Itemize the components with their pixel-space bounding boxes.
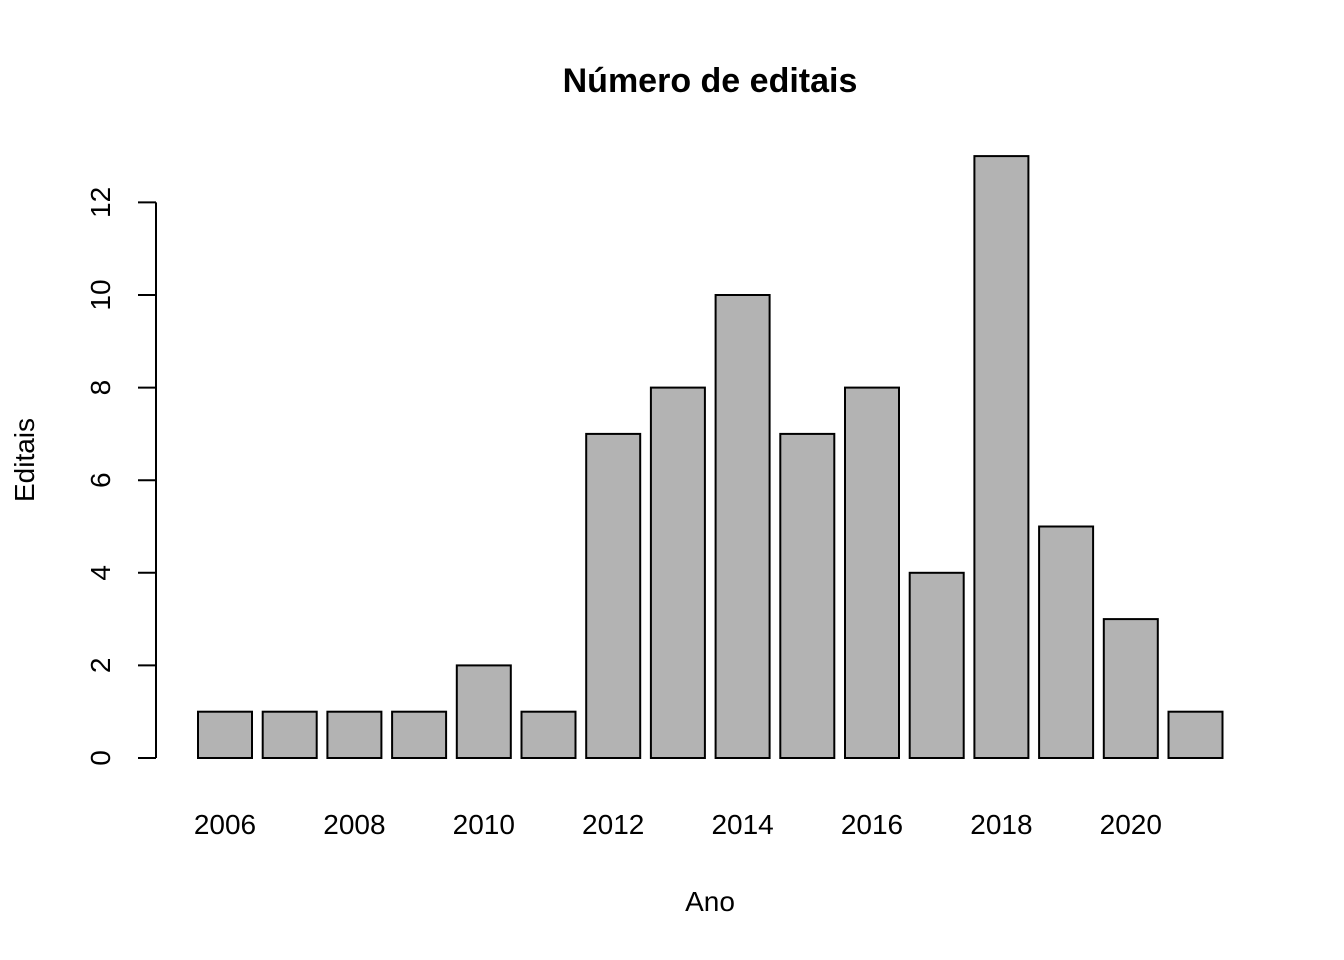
bar-2012 (585, 432, 642, 759)
y-tick-label-6: 6 (85, 472, 116, 488)
x-tick-label-2018: 2018 (970, 809, 1032, 840)
bar-2006 (197, 710, 253, 760)
bar-2019 (1038, 525, 1095, 759)
x-tick-labels: 2006 2008 2010 2012 2014 2016 2018 2020 (194, 809, 1162, 840)
x-axis-label: Ano (685, 886, 735, 917)
bar-2017 (908, 571, 965, 759)
bar-2020 (1102, 618, 1159, 759)
bar-2008 (326, 710, 383, 760)
bar-2015 (779, 432, 836, 759)
x-tick-label-2020: 2020 (1100, 809, 1162, 840)
bar-2009 (391, 710, 448, 760)
chart-title: Número de editais (563, 62, 858, 100)
y-axis-label: Editais (9, 418, 40, 502)
bar-2021 (1167, 710, 1224, 760)
bar-2014 (714, 294, 771, 759)
y-axis: 0 2 4 6 8 10 12 (85, 187, 157, 766)
y-tick-label-0: 0 (85, 750, 116, 766)
x-tick-label-2006: 2006 (194, 809, 256, 840)
x-tick-label-2016: 2016 (841, 809, 903, 840)
x-tick-label-2008: 2008 (323, 809, 385, 840)
x-tick-label-2012: 2012 (582, 809, 644, 840)
y-tick-label-2: 2 (85, 658, 116, 674)
y-tick-label-4: 4 (85, 565, 116, 581)
x-tick-label-2014: 2014 (711, 809, 773, 840)
bar-2007 (261, 710, 318, 760)
bars-group (197, 155, 1224, 760)
x-tick-label-2010: 2010 (453, 809, 515, 840)
bar-2016 (844, 386, 900, 759)
y-tick-label-12: 12 (85, 187, 116, 218)
bar-2018 (973, 155, 1030, 760)
y-tick-label-8: 8 (85, 380, 116, 396)
bar-2011 (520, 710, 577, 760)
bar-2010 (455, 664, 512, 760)
bar-2013 (649, 386, 706, 759)
y-tick-label-10: 10 (85, 279, 116, 310)
